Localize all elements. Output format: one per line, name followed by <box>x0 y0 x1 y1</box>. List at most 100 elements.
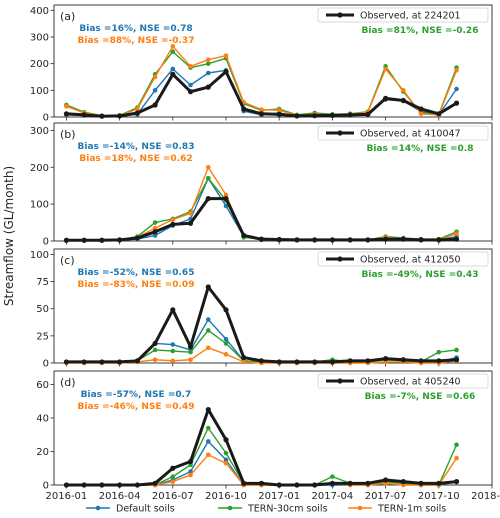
tern1m-point <box>241 359 247 365</box>
tern30-series-line <box>66 177 457 241</box>
observed-point <box>436 237 442 243</box>
observed-point <box>276 236 282 243</box>
default-point <box>454 86 459 92</box>
observed-point <box>383 236 389 242</box>
panel-frame <box>53 122 493 242</box>
x-tick-label: 2017-10 <box>418 491 460 502</box>
observed-point <box>134 235 140 241</box>
observed-point <box>418 106 424 112</box>
default-stats-annotation: Bias =-52%, NSE =0.65 <box>78 268 195 278</box>
default-point <box>188 82 193 88</box>
tern1m-point <box>152 74 158 80</box>
observed-point <box>453 479 460 485</box>
observed-point <box>134 110 140 116</box>
observed-point <box>187 344 194 350</box>
observed-series-line <box>66 285 457 364</box>
y-tick-label: 25 <box>36 331 49 342</box>
tern1m-point <box>223 352 229 357</box>
y-tick-label: 100 <box>30 86 49 97</box>
observed-point <box>170 307 176 313</box>
tern1m-point <box>170 44 176 49</box>
station-label: Observed, at 410047 <box>360 129 461 140</box>
panel-b: 0 100 200 300 (b) Observed, at 410047 Bias =-1… <box>30 122 493 248</box>
default-point <box>223 457 229 463</box>
y-tick-label: 50 <box>36 304 49 315</box>
observed-point <box>400 479 406 485</box>
panel-label: (b) <box>60 128 76 141</box>
tern1m-point <box>152 357 158 363</box>
y-tick-label: 200 <box>30 163 49 174</box>
default-point <box>205 317 211 322</box>
panel-frame <box>53 4 493 118</box>
observed-point <box>187 89 194 95</box>
observed-point <box>81 359 87 365</box>
tern1m-point <box>170 217 176 222</box>
tern30-point <box>188 349 193 355</box>
tern30-point <box>152 347 158 353</box>
tern1m-point <box>188 211 193 216</box>
observed-point <box>117 237 123 243</box>
panel-label: (d) <box>60 376 76 389</box>
observed-point <box>276 111 282 117</box>
tern30-legend-marker <box>227 505 233 511</box>
default-series-line <box>66 440 457 486</box>
observed-point <box>223 69 229 75</box>
y-tick-label: 100 <box>30 200 49 211</box>
y-tick-label: 20 <box>36 447 49 458</box>
observed-point <box>63 111 70 117</box>
x-tick-label: 2016-07 <box>152 491 194 502</box>
observed-point <box>99 359 105 365</box>
observed-point <box>187 220 194 226</box>
observed-point <box>312 482 318 488</box>
tern1m-point <box>401 88 406 93</box>
tern30-point <box>170 348 176 354</box>
tern1m-stats-annotation: Bias =-46%, NSE =0.49 <box>78 402 195 412</box>
default-point <box>170 342 176 347</box>
observed-point <box>81 237 87 243</box>
observed-point <box>63 482 70 488</box>
tern1m-point <box>205 345 211 351</box>
default-point <box>170 66 176 72</box>
observed-point <box>99 237 105 243</box>
panel-a: 0 100 200 300 400 (a) Observed, at 224201 Bias … <box>30 4 493 124</box>
x-tick-label: 2017-07 <box>365 491 407 502</box>
observed-point <box>205 84 211 90</box>
observed-legend-marker <box>337 12 343 18</box>
observed-point <box>436 111 442 117</box>
y-tick-label: 0 <box>43 481 49 492</box>
observed-point <box>258 111 265 117</box>
tern1m-point <box>454 68 459 73</box>
tern30-point <box>170 49 176 54</box>
tern30-point <box>454 347 459 353</box>
tern1m-point <box>205 452 211 458</box>
observed-point <box>347 358 353 364</box>
tern30-point <box>205 176 211 181</box>
x-tick-label: 2016-04 <box>99 491 141 502</box>
tern30-point <box>205 328 211 333</box>
tern1m-point <box>223 192 229 198</box>
observed-point <box>312 237 318 243</box>
observed-point <box>400 357 406 363</box>
tern1m-point <box>188 357 193 363</box>
observed-point <box>223 307 229 313</box>
tern1m-point <box>205 57 211 62</box>
tern1m-point <box>223 53 229 58</box>
default-stats-annotation: Bias =-14%, NSE =0.83 <box>78 142 195 152</box>
tern1m-stats-annotation: Bias =-83%, NSE =0.09 <box>78 280 195 290</box>
default-stats-annotation: Bias =16%, NSE =0.78 <box>79 24 192 34</box>
observed-point <box>294 113 300 119</box>
tern1m-point <box>170 358 176 364</box>
tern1m-stats-annotation: Bias =88%, NSE =-0.37 <box>78 36 195 46</box>
tern1m-point <box>170 479 176 484</box>
tern1m-point <box>259 107 264 112</box>
y-tick-label: 0 <box>43 359 49 370</box>
observed-point <box>436 358 442 364</box>
observed-point <box>99 113 105 119</box>
observed-legend-box <box>317 251 489 267</box>
observed-point <box>453 100 460 106</box>
y-axis-label: Streamflow (GL/month) <box>2 166 16 306</box>
observed-legend-marker <box>337 256 343 262</box>
observed-point <box>383 95 389 101</box>
observed-point <box>63 237 70 243</box>
